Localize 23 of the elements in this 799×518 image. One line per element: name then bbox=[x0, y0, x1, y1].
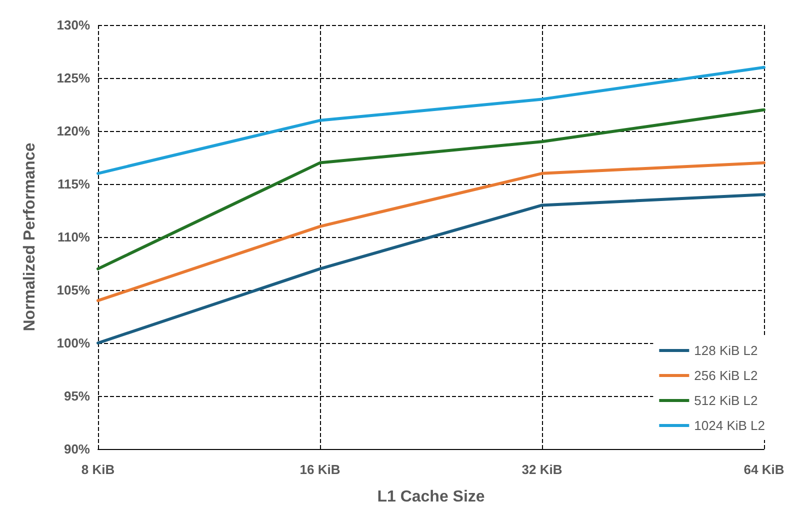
x-tick-label: 8 KiB bbox=[81, 462, 115, 477]
x-tick-label: 64 KiB bbox=[744, 462, 784, 477]
y-axis-title: Normalized Performance bbox=[22, 142, 38, 332]
line-series bbox=[96, 161, 766, 302]
y-tick-label: 125% bbox=[56, 70, 90, 86]
y-tick-label: 105% bbox=[56, 282, 90, 298]
y-tick-label: 110% bbox=[57, 230, 90, 244]
x-tick-label: 32 KiB bbox=[522, 462, 562, 477]
line-series bbox=[96, 66, 766, 175]
legend-label: 1024 KiB L2 bbox=[694, 418, 766, 433]
x-tick-label: 16 KiB bbox=[300, 462, 340, 477]
line-series bbox=[96, 108, 766, 270]
y-tick-label: 115% bbox=[57, 176, 90, 192]
legend-label: 512 KiB L2 bbox=[694, 393, 758, 408]
x-axis-title: L1 Cache Size bbox=[377, 488, 485, 506]
line-series bbox=[96, 193, 766, 344]
y-tick-label: 90% bbox=[64, 442, 90, 456]
y-tick-label: 120% bbox=[56, 124, 90, 138]
y-tick-label: 95% bbox=[64, 388, 90, 404]
y-tick-label: 130% bbox=[56, 18, 90, 32]
legend-label: 128 KiB L2 bbox=[694, 343, 758, 358]
y-tick-label: 100% bbox=[56, 336, 90, 350]
legend-label: 256 KiB L2 bbox=[694, 368, 758, 383]
